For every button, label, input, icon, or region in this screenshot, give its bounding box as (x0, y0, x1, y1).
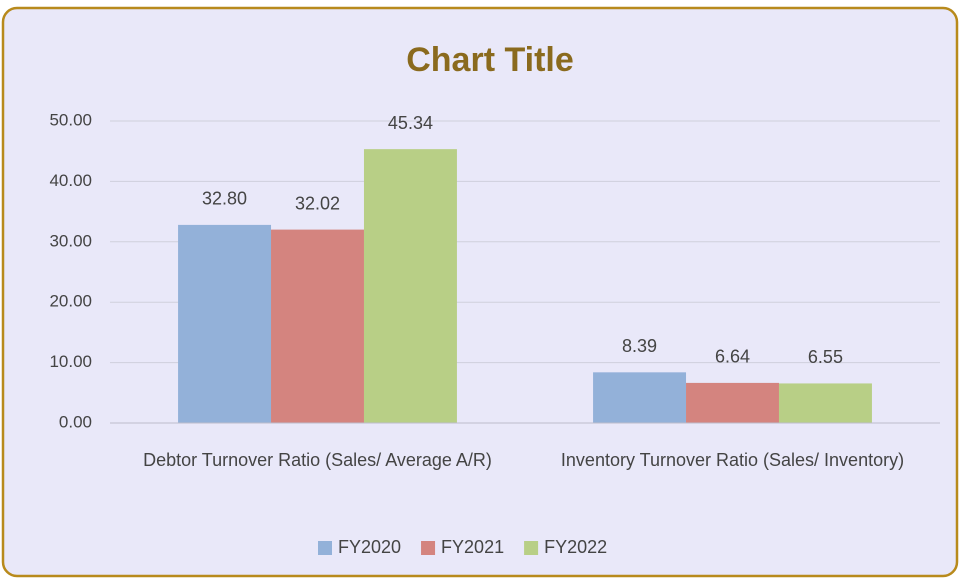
legend-swatch (318, 541, 332, 555)
x-tick-label: Inventory Turnover Ratio (Sales/ Invento… (560, 450, 905, 470)
y-tick-label: 20.00 (49, 292, 92, 311)
bar (593, 372, 687, 423)
chart-background (1, 6, 959, 578)
bar (686, 382, 779, 423)
data-label: 45.34 (388, 113, 433, 133)
bar (271, 229, 364, 423)
y-tick-label: 10.00 (49, 352, 92, 371)
y-tick-label: 30.00 (49, 231, 92, 250)
y-tick-label: 0.00 (59, 412, 92, 431)
data-label: 8.39 (622, 336, 657, 356)
y-tick-label: 50.00 (49, 110, 92, 129)
legend-label: FY2021 (441, 537, 504, 557)
y-tick-label: 40.00 (49, 171, 92, 190)
legend-label: FY2020 (338, 537, 401, 557)
legend-swatch (421, 541, 436, 555)
data-label: 6.64 (715, 347, 750, 367)
data-label: 32.02 (295, 193, 340, 213)
bar (778, 383, 872, 423)
bar (178, 224, 272, 423)
data-label: 32.80 (202, 189, 247, 209)
x-tick-label: Debtor Turnover Ratio (Sales/ Average A/… (143, 450, 492, 470)
legend-swatch (524, 541, 539, 555)
bar (363, 149, 457, 423)
legend-label: FY2022 (544, 537, 607, 557)
data-label: 6.55 (808, 347, 843, 367)
chart-title: Chart Title (406, 41, 574, 79)
